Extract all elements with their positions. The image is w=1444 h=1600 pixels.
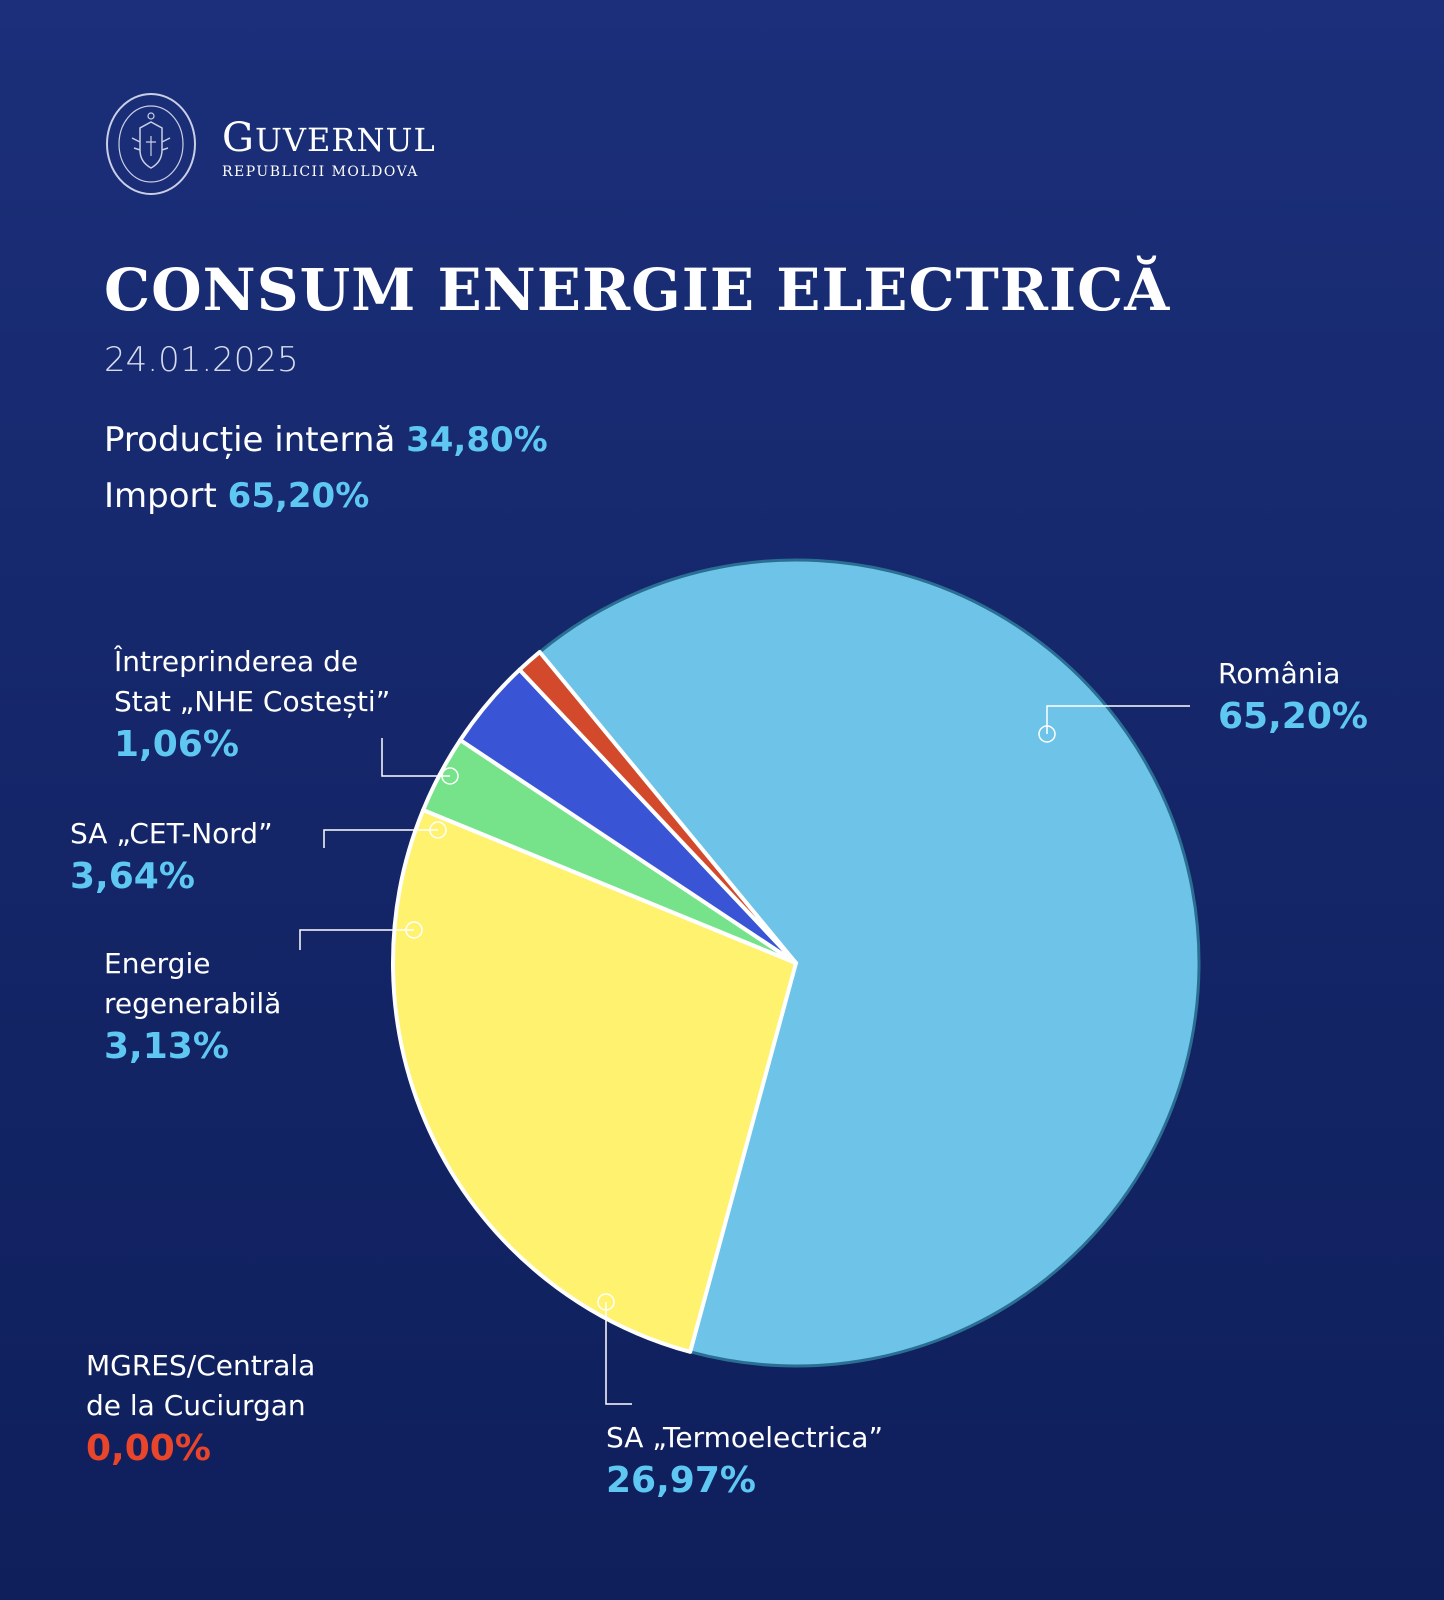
label-nhe-name-2: Stat „NHE Costești” [114, 685, 391, 718]
leader-dot-regen [405, 921, 423, 939]
page-title: CONSUM ENERGIE ELECTRICĂ [104, 256, 1171, 324]
label-termo: SA „Termoelectrica” 26,97% [606, 1418, 883, 1504]
label-cet: SA „CET-Nord” 3,64% [70, 814, 273, 900]
leader-dot-nhe [441, 767, 459, 785]
domestic-label: Producție internă [104, 420, 396, 460]
label-nhe: Întreprinderea de Stat „NHE Costești” 1,… [114, 642, 390, 768]
summary-import: Import 65,20% [104, 476, 369, 516]
label-regen-name-1: Energie [104, 947, 211, 980]
label-romania: România 65,20% [1218, 654, 1368, 740]
domestic-value: 34,80% [406, 420, 548, 460]
import-label: Import [104, 476, 217, 516]
label-mgres-name-2: de la Cuciurgan [86, 1389, 306, 1422]
label-regen-name-2: regenerabilă [104, 987, 282, 1020]
label-romania-pct: 65,20% [1218, 696, 1368, 737]
label-termo-name: SA „Termoelectrica” [606, 1421, 883, 1454]
leader-line-romania [1046, 705, 1190, 734]
label-romania-name: România [1218, 657, 1341, 690]
summary-domestic: Producție internă 34,80% [104, 420, 548, 460]
leader-dot-termo [597, 1293, 615, 1311]
leader-dot-cet [429, 821, 447, 839]
label-cet-pct: 3,64% [70, 856, 195, 897]
leader-dot-romania [1038, 725, 1056, 743]
label-nhe-name-1: Întreprinderea de [114, 645, 359, 678]
label-nhe-pct: 1,06% [114, 724, 239, 765]
label-regen: Energie regenerabilă 3,13% [104, 944, 281, 1070]
label-mgres-pct: 0,00% [86, 1428, 211, 1469]
label-termo-pct: 26,97% [606, 1460, 756, 1501]
org-name: GUVERNUL [222, 115, 436, 161]
import-value: 65,20% [227, 476, 370, 516]
government-seal-icon [106, 93, 196, 195]
leader-line-cet [323, 829, 438, 848]
pie-slice-rom-nia [538, 558, 1201, 1368]
label-mgres: MGRES/Centrala de la Cuciurgan 0,00% [86, 1346, 315, 1472]
org-brand: GUVERNUL REPUBLICII MOLDOVA [222, 118, 436, 180]
leader-line-termo [605, 1302, 632, 1405]
leader-line-nhe [381, 738, 450, 777]
leader-line-regen [299, 929, 414, 950]
report-date: 24.01.2025 [104, 340, 299, 380]
org-subtitle: REPUBLICII MOLDOVA [222, 164, 419, 180]
label-cet-name: SA „CET-Nord” [70, 817, 273, 850]
label-regen-pct: 3,13% [104, 1026, 229, 1067]
pie-slice-ntreprinderea-de-stat-nhe-coste-ti [517, 650, 798, 965]
label-mgres-name-1: MGRES/Centrala [86, 1349, 316, 1382]
